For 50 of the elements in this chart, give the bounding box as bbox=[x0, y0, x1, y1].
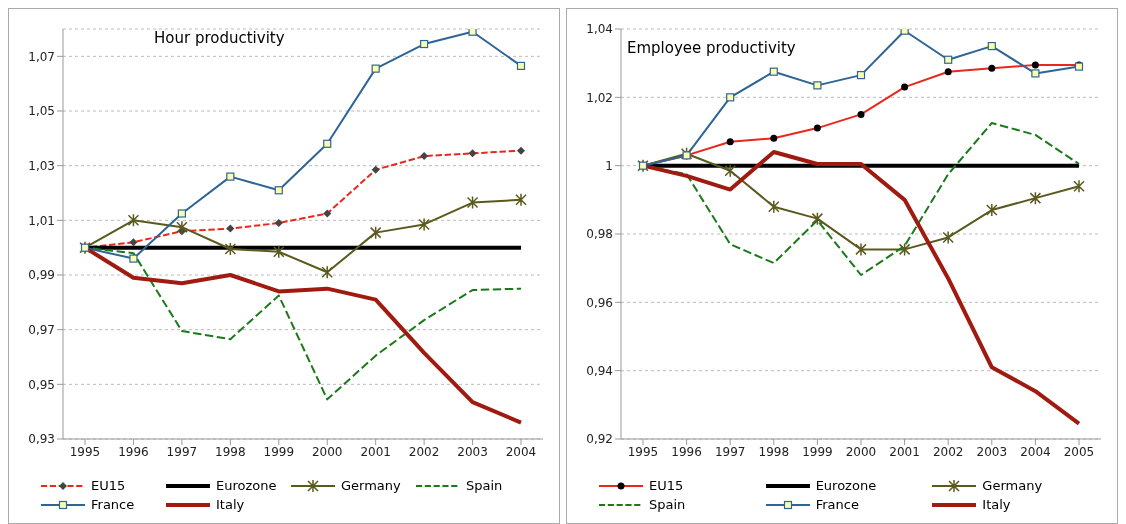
x-tick-label: 1997 bbox=[166, 444, 198, 459]
y-tick-label: 0,96 bbox=[586, 295, 613, 310]
x-tick-label: 1999 bbox=[263, 444, 295, 459]
text: Employee productivity bbox=[627, 39, 796, 57]
x-tick-label: 1995 bbox=[69, 444, 101, 459]
x-tick-label: 2004 bbox=[1020, 444, 1051, 459]
legend-label: Germany bbox=[341, 478, 401, 493]
legend-label: Eurozone bbox=[815, 478, 877, 493]
x-tick-label: 2003 bbox=[976, 444, 1008, 459]
legend-label: Italy bbox=[982, 497, 1011, 512]
y-tick-label: 1,05 bbox=[28, 104, 55, 119]
x-tick-label: 2004 bbox=[505, 444, 537, 459]
legend-label: Italy bbox=[216, 497, 245, 512]
x-tick-label: 2003 bbox=[457, 444, 488, 459]
x-tick-label: 1998 bbox=[215, 444, 246, 459]
x-tick-label: 2000 bbox=[845, 444, 877, 459]
x-tick-label: 1996 bbox=[118, 444, 149, 459]
x-tick-label: 1996 bbox=[671, 444, 702, 459]
y-tick-label: 0,98 bbox=[586, 227, 613, 242]
legend-label: Spain bbox=[466, 478, 503, 493]
x-tick-label: 2001 bbox=[360, 444, 391, 459]
y-tick-label: 1,04 bbox=[586, 22, 613, 37]
y-tick-label: 0,93 bbox=[28, 432, 55, 447]
x-tick-label: 1995 bbox=[627, 444, 659, 459]
x-tick-label: 2001 bbox=[889, 444, 920, 459]
legend-label: Germany bbox=[982, 478, 1043, 493]
legend-label: Eurozone bbox=[216, 478, 277, 493]
y-tick-label: 0,92 bbox=[586, 432, 613, 447]
x-tick-label: 2002 bbox=[408, 444, 440, 459]
legend-label: France bbox=[815, 497, 859, 512]
chart-title: Hour productivity bbox=[154, 29, 285, 47]
y-tick-label: 1,02 bbox=[586, 90, 613, 105]
x-tick-label: 2005 bbox=[1063, 444, 1095, 459]
y-tick-label: 1,03 bbox=[28, 158, 55, 173]
legend-label: Spain bbox=[649, 497, 686, 512]
legend-label: EU15 bbox=[649, 478, 684, 493]
y-tick-label: 0,97 bbox=[28, 322, 55, 337]
y-tick-label: 0,99 bbox=[28, 268, 55, 283]
x-tick-label: 1998 bbox=[758, 444, 790, 459]
x-tick-label: 2000 bbox=[311, 444, 343, 459]
y-tick-label: 1 bbox=[605, 158, 613, 173]
y-tick-label: 0,94 bbox=[586, 363, 613, 378]
y-tick-label: 1,07 bbox=[28, 49, 55, 64]
x-tick-label: 1999 bbox=[802, 444, 833, 459]
legend-label: EU15 bbox=[91, 478, 126, 493]
legend-label: France bbox=[91, 497, 135, 512]
y-tick-label: 1,01 bbox=[28, 213, 55, 228]
x-tick-label: 2002 bbox=[932, 444, 964, 459]
y-tick-label: 0,95 bbox=[28, 377, 55, 392]
x-tick-label: 1997 bbox=[714, 444, 746, 459]
